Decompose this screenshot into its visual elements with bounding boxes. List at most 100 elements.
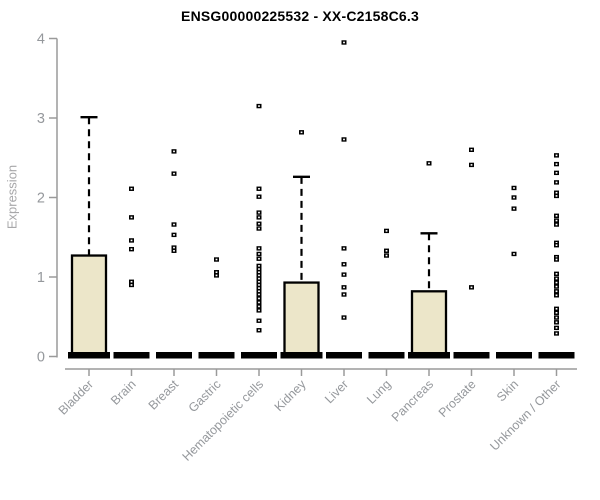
y-tick-label: 0 bbox=[37, 350, 45, 366]
outlier-point-center bbox=[258, 293, 260, 296]
outlier-point-center bbox=[258, 187, 260, 190]
outlier-point-center bbox=[513, 196, 515, 199]
outlier-point-center bbox=[555, 285, 558, 288]
outlier-point-center bbox=[385, 254, 388, 257]
outlier-point-center bbox=[343, 247, 345, 250]
box bbox=[70, 254, 108, 358]
x-category-label-brain: Brain bbox=[108, 377, 139, 408]
median-bar bbox=[453, 352, 490, 359]
x-category-label-liver: Liver bbox=[322, 377, 351, 406]
outlier-point-center bbox=[555, 308, 558, 310]
outlier-point-center bbox=[555, 290, 558, 293]
outlier-point-center bbox=[173, 249, 175, 252]
outlier-point-center bbox=[130, 187, 133, 190]
box-group-gastric bbox=[198, 257, 235, 359]
box bbox=[410, 290, 448, 358]
median-bar bbox=[156, 352, 192, 359]
outlier-point-center bbox=[258, 211, 260, 214]
x-category-label-kidney: Kidney bbox=[272, 377, 309, 414]
outlier-point-center bbox=[555, 256, 558, 258]
outlier-point-center bbox=[173, 172, 175, 175]
outlier-point-center bbox=[428, 162, 430, 165]
outlier-point-center bbox=[215, 274, 218, 277]
median-bar bbox=[113, 352, 150, 359]
box-group-prostate bbox=[453, 147, 490, 359]
outlier-point-center bbox=[258, 309, 260, 312]
outlier-point-center bbox=[258, 271, 260, 274]
outlier-point-center bbox=[130, 216, 133, 219]
outlier-point-center bbox=[555, 214, 558, 217]
median-bar bbox=[198, 352, 235, 359]
median-bar bbox=[496, 352, 532, 359]
outlier-point-center bbox=[555, 258, 558, 261]
box bbox=[283, 281, 320, 358]
median-bar bbox=[241, 352, 277, 359]
outlier-point-center bbox=[258, 195, 260, 198]
x-category-label-pancreas: Pancreas bbox=[389, 377, 436, 424]
outlier-point-center bbox=[258, 280, 260, 283]
median-bar bbox=[280, 352, 323, 359]
box-group-breast bbox=[156, 149, 192, 359]
outlier-point-center bbox=[470, 149, 473, 151]
outlier-point-center bbox=[258, 216, 260, 219]
outlier-point-center bbox=[215, 271, 218, 274]
box-group-bladder bbox=[68, 116, 110, 359]
box-group-hematopoietic-cells bbox=[241, 103, 277, 359]
outlier-point-center bbox=[555, 242, 558, 244]
outlier-point-center bbox=[173, 246, 175, 249]
x-category-label-lung: Lung bbox=[364, 377, 394, 407]
x-category-label-prostate: Prostate bbox=[436, 377, 479, 420]
outlier-point-center bbox=[130, 284, 133, 286]
chart-title: ENSG00000225532 - XX-C2158C6.3 bbox=[181, 8, 419, 24]
outlier-point-center bbox=[555, 154, 558, 157]
outlier-point-center bbox=[555, 273, 558, 275]
outlier-point-center bbox=[555, 277, 558, 280]
outlier-point-center bbox=[343, 138, 345, 141]
box-group-skin bbox=[496, 185, 532, 359]
y-axis-label: Expression bbox=[4, 164, 20, 230]
y-tick-label: 4 bbox=[37, 32, 45, 48]
outlier-point-center bbox=[215, 258, 218, 261]
outlier-point-center bbox=[555, 244, 558, 246]
outlier-point-center bbox=[343, 316, 345, 319]
box-group-liver bbox=[326, 40, 362, 359]
median-bar bbox=[538, 352, 575, 359]
outlier-point-center bbox=[258, 284, 260, 286]
outlier-point-center bbox=[258, 329, 260, 332]
median-bar bbox=[68, 352, 110, 359]
y-tick-label: 1 bbox=[37, 270, 45, 286]
outlier-point-center bbox=[343, 286, 345, 289]
outlier-point-center bbox=[258, 290, 260, 293]
outlier-point-center bbox=[470, 286, 473, 289]
outlier-point-center bbox=[513, 187, 515, 189]
outlier-point-center bbox=[258, 297, 260, 300]
outlier-point-center bbox=[555, 172, 558, 174]
median-bar bbox=[408, 352, 450, 359]
outlier-point-center bbox=[555, 332, 558, 335]
outlier-point-center bbox=[258, 265, 260, 267]
x-category-label-breast: Breast bbox=[146, 377, 182, 413]
outlier-point-center bbox=[555, 316, 558, 319]
outlier-point-center bbox=[258, 257, 260, 260]
outlier-point-center bbox=[343, 41, 345, 44]
outlier-point-center bbox=[513, 207, 515, 210]
outlier-point-center bbox=[258, 274, 260, 277]
outlier-point-center bbox=[555, 311, 558, 314]
outlier-point-center bbox=[258, 277, 260, 280]
outlier-point-center bbox=[258, 301, 260, 304]
box-group-brain bbox=[113, 186, 150, 359]
outlier-point-center bbox=[385, 249, 388, 252]
outlier-point-center bbox=[555, 327, 558, 329]
outlier-point-center bbox=[555, 281, 558, 284]
outlier-point-center bbox=[258, 247, 260, 250]
outlier-point-center bbox=[555, 191, 558, 194]
outlier-point-center bbox=[555, 163, 558, 165]
outlier-point-center bbox=[555, 195, 558, 197]
outlier-point-center bbox=[258, 227, 260, 230]
median-bar bbox=[368, 352, 405, 359]
outlier-point-center bbox=[130, 248, 133, 250]
outlier-point-center bbox=[470, 164, 473, 166]
outlier-point-center bbox=[555, 294, 558, 297]
